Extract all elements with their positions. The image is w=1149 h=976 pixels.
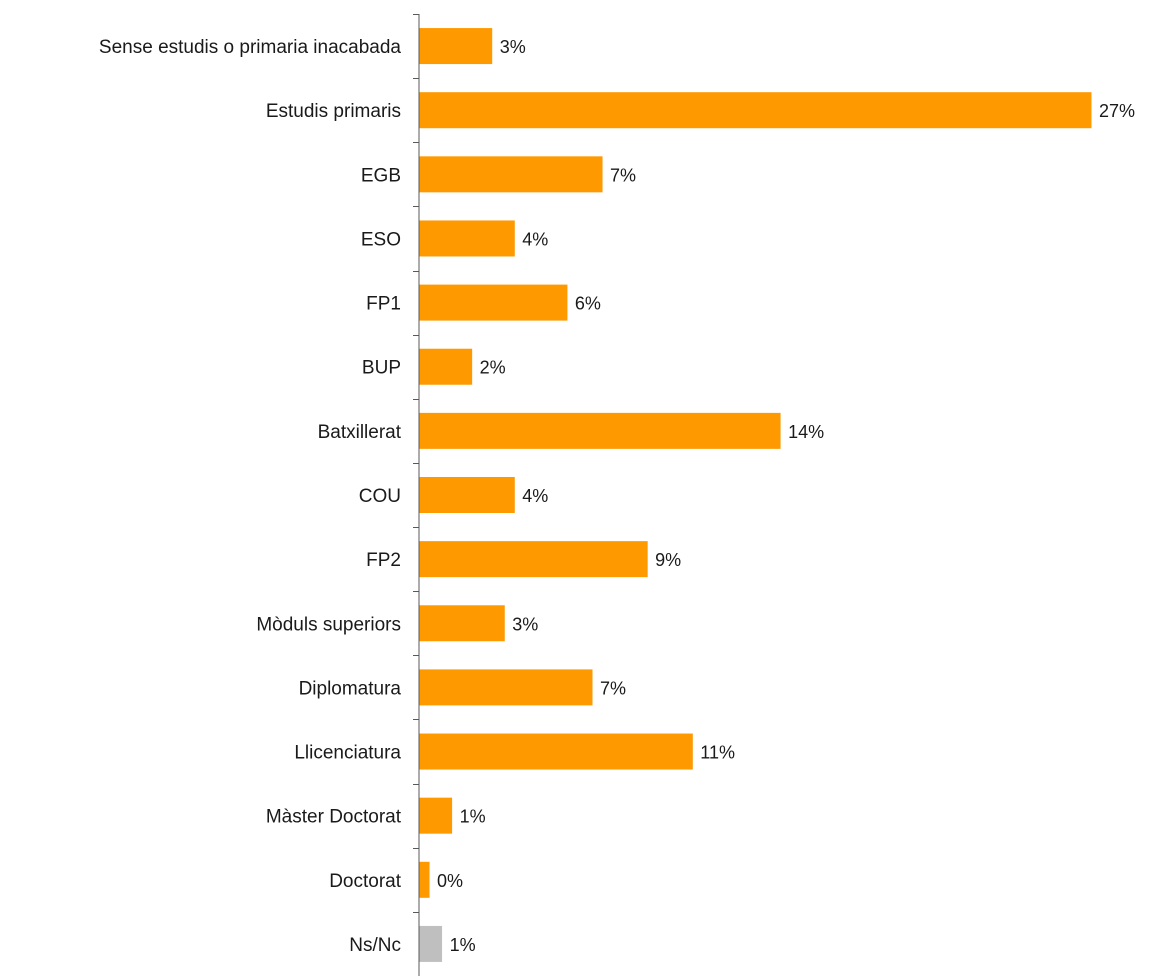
- bar-sense-estudis-o-primaria-inacabada: [419, 28, 493, 65]
- bar-estudis-primaris: [419, 92, 1092, 129]
- category-label-ns-nc: Ns/Nc: [349, 935, 401, 956]
- value-label-diplomatura: 7%: [600, 678, 626, 698]
- value-label-llicenciatura: 11%: [700, 743, 735, 763]
- bar-cou: [419, 477, 515, 513]
- category-label-batxillerat: Batxillerat: [318, 422, 402, 443]
- value-label-moduls-superiors: 3%: [512, 614, 538, 634]
- value-label-eso: 4%: [522, 229, 548, 249]
- bar-fp1: [419, 284, 568, 321]
- value-label-estudis-primaris: 27%: [1099, 101, 1135, 121]
- bar-llicenciatura: [419, 733, 693, 770]
- axis-layer: [413, 14, 420, 976]
- category-label-llicenciatura: Llicenciatura: [294, 743, 401, 764]
- value-label-fp2: 9%: [655, 550, 681, 570]
- bar-doctorat: [419, 861, 430, 898]
- bar-fp2: [419, 541, 648, 578]
- category-label-estudis-primaris: Estudis primaris: [266, 101, 401, 122]
- value-label-batxillerat: 14%: [788, 422, 824, 442]
- category-label-moduls-superiors: Mòduls superiors: [256, 614, 401, 635]
- bar-batxillerat: [419, 412, 781, 449]
- category-label-bup: BUP: [362, 358, 401, 379]
- value-label-sense-estudis-o-primaria-inacabada: 3%: [500, 37, 526, 57]
- category-label-eso: ESO: [361, 229, 401, 250]
- bars-layer: [419, 28, 1092, 962]
- bar-ns-nc: [419, 925, 443, 962]
- bar-master-doctorat: [419, 797, 453, 834]
- bar-moduls-superiors: [419, 605, 505, 642]
- bar-egb: [419, 156, 603, 193]
- value-label-ns-nc: 1%: [450, 935, 476, 955]
- category-label-master-doctorat: Màster Doctorat: [266, 807, 402, 828]
- bar-bup: [419, 348, 473, 385]
- category-label-fp2: FP2: [366, 550, 401, 571]
- value-label-cou: 4%: [522, 486, 548, 506]
- category-label-diplomatura: Diplomatura: [299, 678, 402, 699]
- value-label-egb: 7%: [610, 165, 636, 185]
- category-label-sense-estudis-o-primaria-inacabada: Sense estudis o primaria inacabada: [99, 37, 402, 58]
- category-label-egb: EGB: [361, 165, 401, 186]
- labels-layer: Sense estudis o primaria inacabada 3% Estu…: [99, 37, 1135, 956]
- bar-diplomatura: [419, 669, 593, 706]
- value-label-bup: 2%: [480, 358, 506, 378]
- value-label-master-doctorat: 1%: [460, 807, 486, 827]
- value-label-fp1: 6%: [575, 294, 601, 314]
- category-label-fp1: FP1: [366, 294, 401, 315]
- category-label-doctorat: Doctorat: [329, 871, 402, 892]
- value-label-doctorat: 0%: [437, 871, 463, 891]
- bar-eso: [419, 220, 515, 257]
- category-label-cou: COU: [359, 486, 401, 507]
